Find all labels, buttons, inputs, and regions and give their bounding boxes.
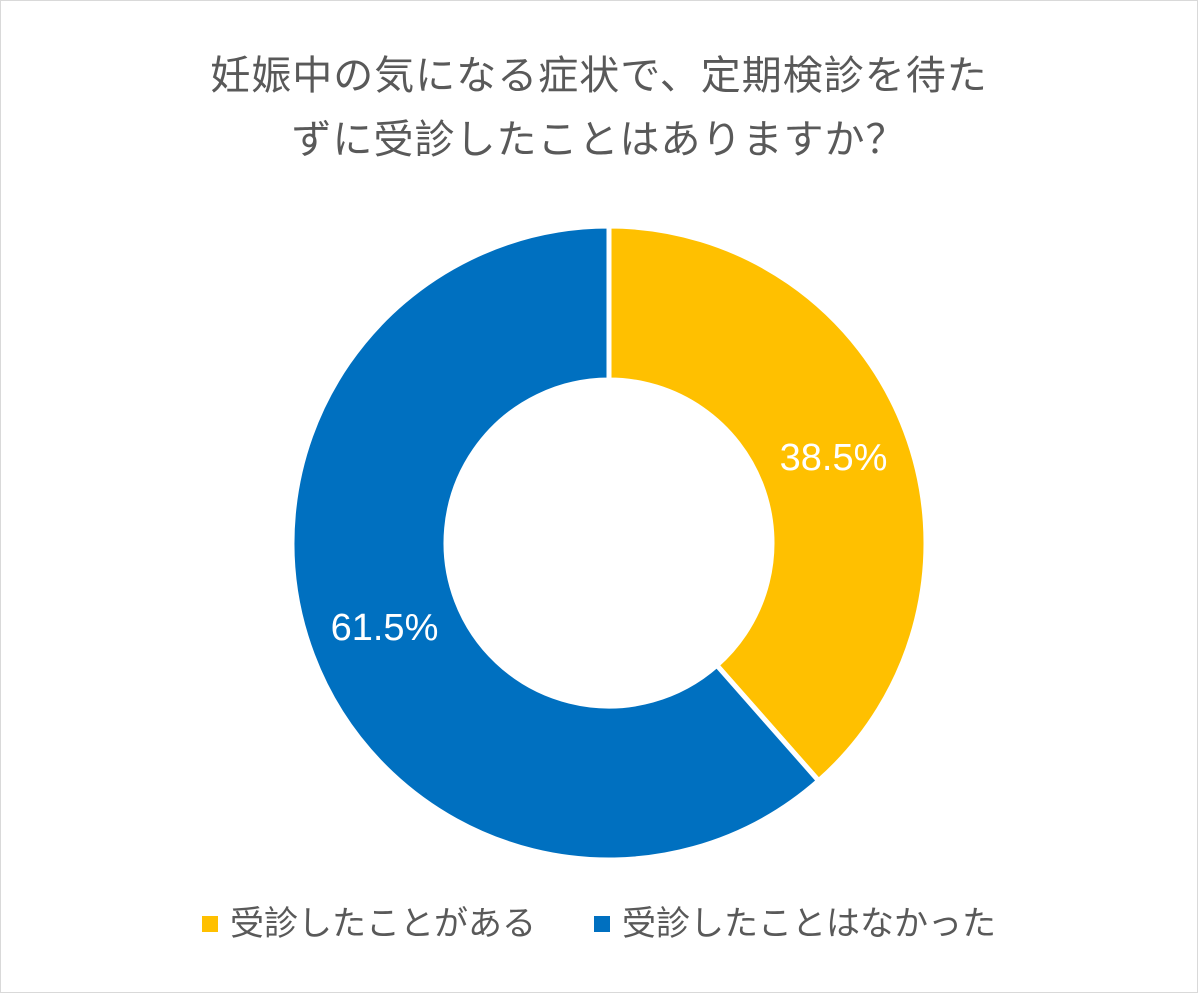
- data-label-visited: 38.5%: [780, 437, 888, 479]
- legend-swatch-not-visited: [594, 916, 610, 932]
- donut-slices: [289, 223, 929, 863]
- legend-item-not-visited: 受診したことはなかった: [594, 898, 996, 950]
- data-label-not-visited: 61.5%: [331, 607, 439, 649]
- donut-slice-not-visited: [289, 223, 823, 863]
- chart-title: 妊娠中の気になる症状で、定期検診を待た ずに受診したことはありますか？: [0, 44, 1198, 172]
- legend: 受診したことがある 受診したことはなかった: [0, 898, 1198, 950]
- donut-slice-visited: [606, 223, 929, 785]
- legend-item-visited: 受診したことがある: [202, 898, 536, 950]
- legend-label-visited: 受診したことがある: [230, 904, 536, 944]
- chart-title-line-1: 妊娠中の気になる症状で、定期検診を待た: [210, 53, 988, 99]
- legend-swatch-visited: [202, 916, 218, 932]
- chart-title-line-2: ずに受診したことはありますか？: [291, 117, 907, 163]
- legend-label-not-visited: 受診したことはなかった: [622, 904, 996, 944]
- donut-data-labels: 38.5% 61.5%: [331, 437, 888, 649]
